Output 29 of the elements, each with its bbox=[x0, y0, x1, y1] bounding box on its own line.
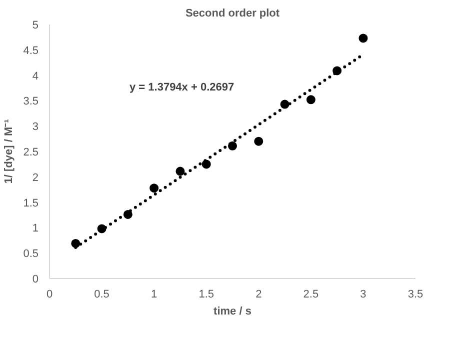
x-axis-title: time / s bbox=[214, 306, 252, 318]
y-tick-label: 3 bbox=[32, 121, 39, 134]
point bbox=[306, 95, 316, 104]
point bbox=[150, 184, 159, 193]
y-tick-label: 3.5 bbox=[23, 96, 39, 108]
point bbox=[202, 160, 211, 169]
point bbox=[176, 166, 185, 176]
point bbox=[358, 34, 368, 43]
x-tick-label: 1.5 bbox=[198, 288, 214, 300]
x-tick-label: 0 bbox=[46, 288, 53, 300]
x-tick-label: 3 bbox=[360, 288, 366, 300]
y-tick-label: 0.5 bbox=[23, 248, 39, 260]
y-tick-label: 0 bbox=[32, 274, 39, 286]
x-tick-label: 2 bbox=[256, 288, 262, 300]
x-tick-label: 0.5 bbox=[94, 288, 110, 300]
y-tick-label: 1 bbox=[32, 222, 39, 235]
x-tick-label: 3.5 bbox=[408, 288, 424, 300]
y-tick-label: 2.5 bbox=[23, 146, 39, 158]
y-axis-title: 1/ [dye] / M⁻¹ bbox=[3, 118, 16, 184]
y-tick-label: 1.5 bbox=[23, 197, 39, 210]
y-tick-label: 4 bbox=[32, 70, 39, 82]
annotation: y = 1.3794x + 0.2697 bbox=[130, 82, 234, 94]
x-tick-label: 1 bbox=[151, 288, 158, 300]
x-tick-label: 2.5 bbox=[303, 288, 319, 300]
point bbox=[254, 136, 264, 146]
chart-title: Second order plot bbox=[185, 8, 280, 20]
y-tick-label: 2 bbox=[32, 172, 39, 184]
y-tick-label: 5 bbox=[32, 20, 39, 32]
y-tick-label: 4.5 bbox=[23, 44, 39, 57]
